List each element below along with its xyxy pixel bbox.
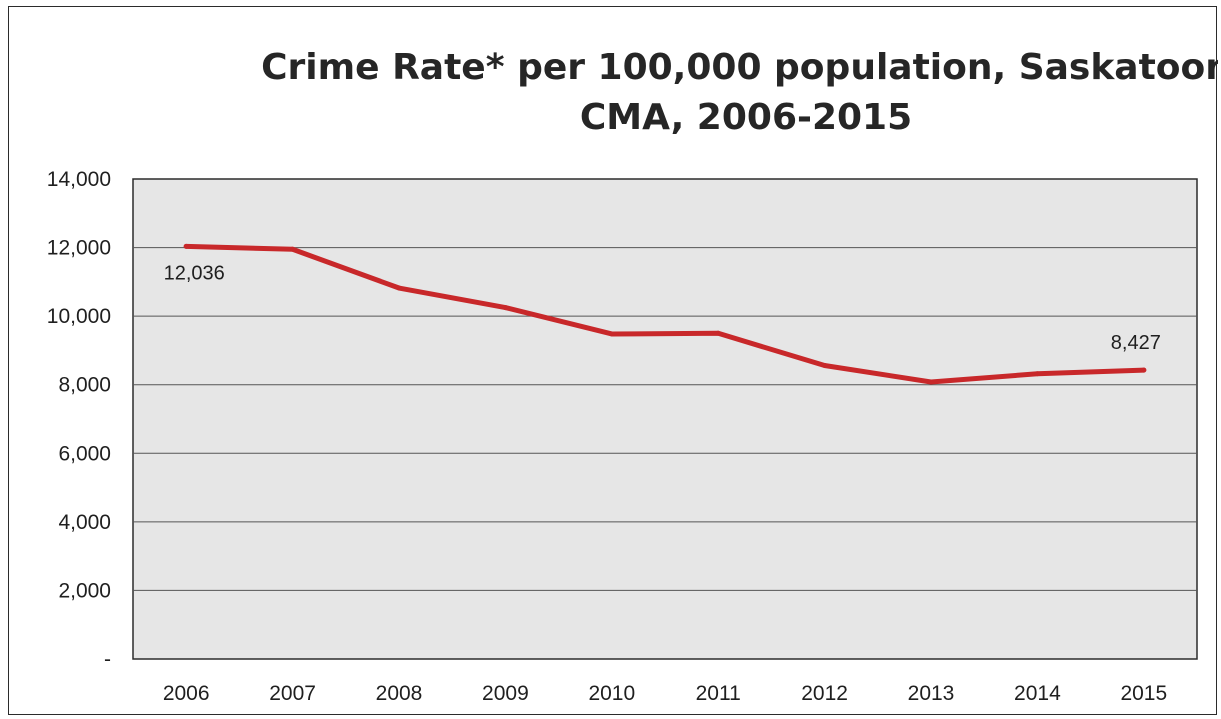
data-label: 12,036 bbox=[164, 262, 225, 284]
data-point bbox=[928, 379, 934, 385]
data-point bbox=[609, 331, 615, 337]
series-layer bbox=[183, 243, 1147, 385]
data-point bbox=[396, 285, 402, 291]
x-tick-label: 2015 bbox=[1120, 682, 1167, 705]
chart-title-line-2: CMA, 2006-2015 bbox=[580, 97, 912, 138]
x-tick-label: 2009 bbox=[482, 682, 529, 705]
data-point bbox=[822, 363, 828, 369]
x-tick-label: 2014 bbox=[1014, 682, 1061, 705]
y-tick-label: 12,000 bbox=[47, 237, 111, 260]
x-tick-label: 2011 bbox=[696, 682, 741, 705]
y-tick-label: 8,000 bbox=[58, 374, 111, 397]
chart-svg: Crime Rate* per 100,000 population, Sask… bbox=[47, 47, 1218, 705]
x-tick-label: 2006 bbox=[163, 682, 210, 705]
y-tick-label: 4,000 bbox=[58, 511, 111, 534]
x-tick-label: 2013 bbox=[908, 682, 955, 705]
y-tick-label: 2,000 bbox=[58, 579, 111, 602]
y-tick-label: - bbox=[104, 648, 111, 671]
x-tick-label: 2007 bbox=[269, 682, 316, 705]
chart-frame: Crime Rate* per 100,000 population, Sask… bbox=[8, 6, 1218, 715]
data-point bbox=[1141, 367, 1147, 373]
data-point bbox=[183, 243, 189, 249]
y-tick-label: 10,000 bbox=[47, 305, 111, 328]
series-line bbox=[183, 243, 1147, 385]
gridlines bbox=[133, 247, 1197, 591]
x-tick-label: 2010 bbox=[588, 682, 635, 705]
x-tick-label: 2012 bbox=[801, 682, 848, 705]
x-tick-label: 2008 bbox=[376, 682, 423, 705]
data-point bbox=[1034, 371, 1040, 377]
data-label: 8,427 bbox=[1111, 332, 1161, 354]
chart-title-line-1: Crime Rate* per 100,000 population, Sask… bbox=[261, 47, 1218, 88]
plot-area bbox=[132, 178, 1198, 660]
chart-title: Crime Rate* per 100,000 population, Sask… bbox=[261, 47, 1218, 138]
data-point bbox=[715, 330, 721, 336]
x-axis-tick-labels: 2006 2007 2008 2009 2010 2011 2012 2013 2014 2015 bbox=[163, 682, 1167, 705]
y-tick-label: 14,000 bbox=[47, 168, 111, 191]
data-point bbox=[290, 246, 296, 252]
y-tick-label: 6,000 bbox=[58, 442, 111, 465]
y-axis-tick-labels: - 2,000 4,000 6,000 8,000 10,000 12,000 14,000 bbox=[47, 168, 111, 671]
data-point bbox=[502, 305, 508, 311]
data-labels: 12,036 8,427 bbox=[164, 262, 1161, 354]
